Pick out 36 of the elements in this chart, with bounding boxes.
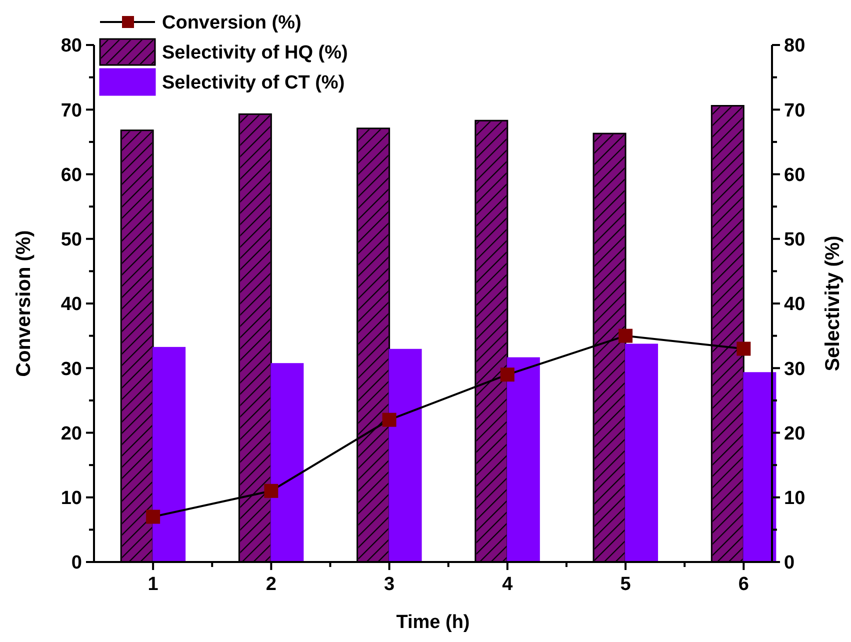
y-tick-label: 0: [71, 552, 82, 574]
y-tick-label: 20: [60, 423, 82, 444]
legend-label: Selectivity of HQ (%): [162, 42, 348, 64]
legend-label: Conversion (%): [162, 12, 302, 34]
point: [264, 484, 278, 498]
y2-tick-label: 70: [784, 100, 806, 122]
y-tick-label: 50: [60, 230, 82, 251]
y2-tick-label: 20: [784, 423, 806, 444]
y2-tick-label: 80: [784, 36, 806, 57]
x-tick-label: 2: [266, 574, 276, 595]
y-axis-title: Conversion (%): [13, 230, 35, 377]
x-tick-label: 4: [502, 574, 514, 595]
point: [146, 510, 160, 524]
y2-tick-label: 60: [784, 164, 806, 186]
x-tick-label: 3: [384, 574, 395, 595]
y2-tick-label: 0: [784, 552, 795, 574]
x-tick-label: 5: [620, 574, 632, 595]
x-axis-title: Time (h): [396, 612, 470, 633]
y-tick-label: 10: [60, 488, 82, 510]
point: [736, 342, 751, 356]
y-tick-label: 80: [60, 36, 82, 57]
y-tick-label: 60: [60, 164, 82, 186]
y2-tick-label: 50: [784, 230, 806, 251]
point: [500, 368, 514, 382]
y2-axis-title: Selectivity (%): [822, 236, 844, 372]
y2-tick-label: 30: [784, 358, 806, 380]
y-tick-label: 40: [60, 294, 82, 316]
point: [618, 328, 633, 343]
y2-tick-label: 10: [784, 488, 806, 510]
y-tick-label: 70: [60, 100, 82, 122]
legend-label: Selectivity of CT (%): [162, 72, 345, 94]
x-tick-label: 6: [738, 574, 749, 595]
x-tick-label: 1: [148, 574, 159, 595]
y-tick-label: 30: [60, 358, 82, 380]
point: [382, 412, 396, 427]
y2-tick-label: 40: [784, 294, 806, 316]
